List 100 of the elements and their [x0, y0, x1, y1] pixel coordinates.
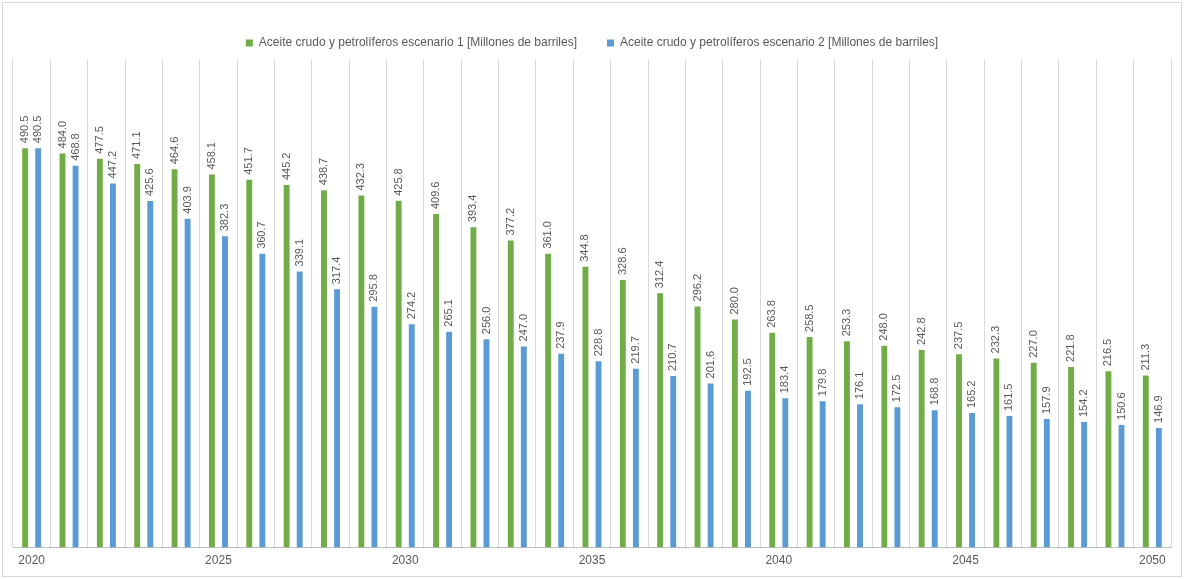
data-label: 458.1 — [204, 142, 217, 170]
data-label: 183.4 — [778, 365, 791, 394]
data-label: 210.7 — [666, 343, 679, 372]
data-label: 295.8 — [367, 274, 380, 302]
data-label: 154.2 — [1077, 389, 1090, 418]
legend-label: Aceite crudo y petrolíferos escenario 1 [Millones de barriles] — [258, 35, 577, 50]
data-label: 248.0 — [877, 313, 890, 341]
data-label: 168.8 — [927, 377, 940, 406]
data-label: 157.9 — [1039, 386, 1052, 415]
data-label: 360.7 — [255, 221, 268, 249]
data-label: 219.7 — [628, 336, 641, 364]
data-label: 490.5 — [31, 115, 44, 144]
bar — [1006, 416, 1013, 548]
bar — [857, 404, 863, 548]
bar — [619, 280, 626, 548]
bar — [806, 337, 813, 548]
data-label: 425.8 — [391, 168, 404, 196]
bar — [520, 346, 527, 548]
bar — [72, 165, 79, 548]
data-label: 265.1 — [442, 299, 455, 327]
data-label: 221.8 — [1064, 334, 1077, 362]
data-label: 339.1 — [292, 238, 305, 267]
bar — [670, 376, 677, 548]
bar — [371, 306, 378, 548]
bar — [184, 218, 191, 548]
bar — [558, 353, 565, 548]
x-tick-label: 2030 — [391, 553, 419, 568]
bar — [408, 324, 415, 548]
legend-label: Aceite crudo y petrolíferos escenario 2 [Millones de barriles] — [620, 35, 939, 50]
bar — [993, 358, 1000, 548]
data-label: 382.3 — [218, 203, 231, 232]
data-label: 317.4 — [330, 256, 343, 285]
bar — [881, 345, 888, 548]
bar — [147, 201, 154, 548]
bar — [731, 319, 738, 548]
x-tick-label: 2035 — [578, 553, 606, 568]
data-label: 432.3 — [354, 163, 367, 191]
data-label: 484.0 — [55, 120, 68, 149]
data-label: 490.5 — [18, 115, 31, 144]
bar — [632, 368, 639, 548]
bar — [844, 341, 850, 548]
bar — [1142, 375, 1149, 548]
bar — [134, 163, 141, 548]
bar — [1068, 366, 1075, 548]
bar — [956, 354, 962, 548]
bar — [769, 332, 776, 548]
data-label: 165.2 — [965, 380, 978, 409]
data-label: 256.0 — [479, 306, 492, 335]
x-tick-label: 2050 — [1138, 553, 1166, 568]
bar — [96, 158, 103, 548]
bar — [470, 227, 477, 548]
data-label: 263.8 — [765, 300, 778, 328]
bar — [395, 200, 402, 548]
bar — [657, 293, 664, 548]
data-label: 247.0 — [516, 313, 529, 342]
bar — [745, 390, 751, 548]
x-tick-label: 2040 — [765, 553, 793, 568]
data-label: 377.2 — [503, 207, 516, 236]
data-label: 150.6 — [1114, 392, 1127, 420]
data-label: 161.5 — [1002, 383, 1015, 412]
bar — [545, 253, 552, 548]
data-label: 274.2 — [404, 291, 417, 320]
bar — [321, 190, 327, 548]
bar — [1043, 419, 1050, 548]
bar — [22, 148, 29, 548]
bar — [35, 148, 42, 548]
data-label: 201.6 — [703, 350, 716, 379]
data-label: 409.6 — [429, 181, 442, 210]
bar — [246, 179, 253, 548]
bar — [358, 195, 365, 548]
data-label: 237.9 — [554, 321, 567, 349]
data-label: 227.0 — [1026, 330, 1039, 358]
data-label: 471.1 — [130, 131, 143, 159]
data-label: 228.8 — [591, 328, 604, 357]
bar — [433, 214, 439, 548]
bar — [109, 183, 116, 548]
bar — [222, 236, 228, 548]
x-tick-label: 2020 — [18, 553, 46, 568]
bar — [969, 413, 976, 548]
data-label: 280.0 — [727, 287, 740, 315]
bar — [296, 271, 303, 548]
bar — [782, 398, 789, 548]
bar — [259, 253, 266, 548]
data-label: 447.2 — [105, 150, 118, 179]
data-label: 451.7 — [242, 147, 255, 175]
data-label: 192.5 — [740, 358, 753, 386]
bar — [283, 185, 290, 548]
data-label: 179.8 — [815, 368, 828, 397]
data-label: 216.5 — [1101, 338, 1114, 367]
bar — [208, 174, 215, 548]
bar — [894, 407, 901, 548]
x-tick-label: 2025 — [205, 553, 233, 568]
data-label: 237.5 — [952, 321, 965, 350]
data-label: 344.8 — [578, 234, 591, 262]
data-label: 403.9 — [180, 186, 193, 214]
data-label: 445.2 — [279, 152, 292, 181]
bar — [918, 349, 925, 548]
bar — [1155, 427, 1162, 548]
data-label: 146.9 — [1151, 395, 1164, 423]
bar — [171, 169, 178, 548]
